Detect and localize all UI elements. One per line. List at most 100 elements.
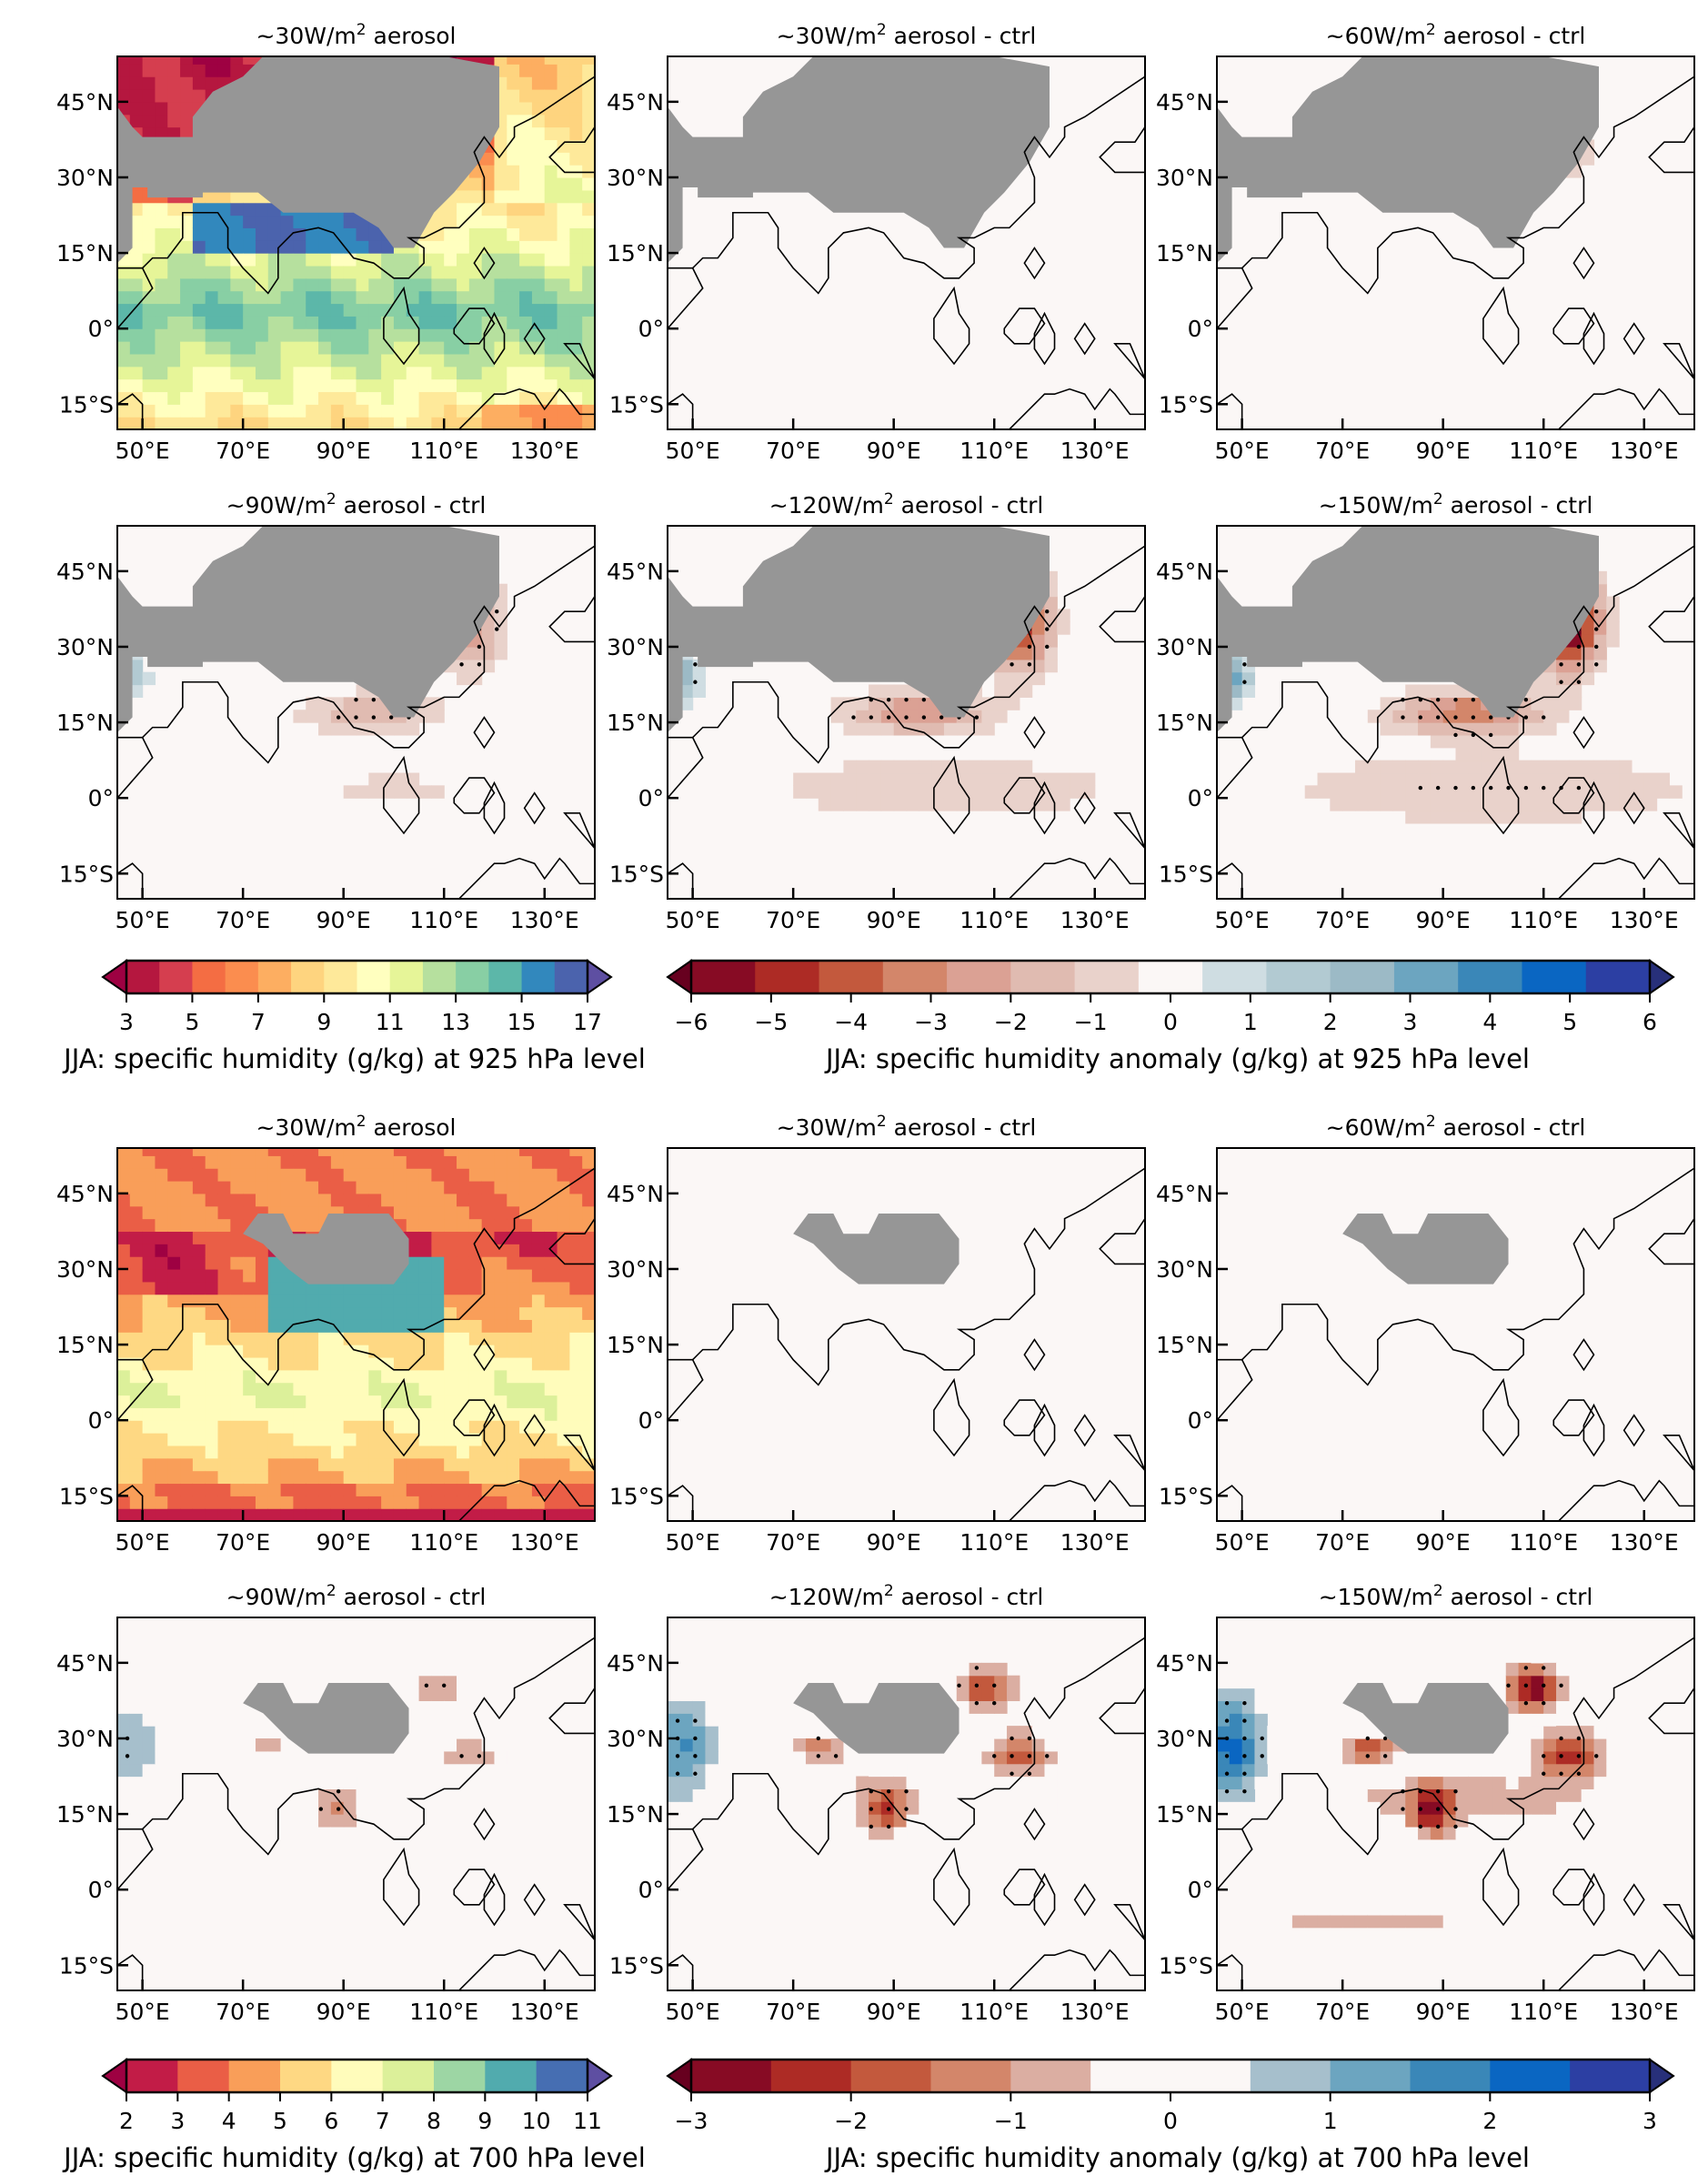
contour-cell (318, 1457, 332, 1472)
contour-cell (1531, 1738, 1544, 1752)
contour-cell (507, 316, 520, 329)
contour-cell (1007, 659, 1020, 673)
contour-cell (306, 353, 319, 368)
contour-cell (582, 227, 595, 241)
contour-cell (531, 165, 546, 178)
contour-cell (557, 341, 570, 355)
contour-cell (243, 378, 256, 393)
contour-cell (243, 1332, 256, 1345)
contour-cell (192, 1356, 206, 1371)
contour-cell (243, 1445, 256, 1459)
contour-cell (142, 1420, 156, 1434)
contour-cell (507, 277, 520, 292)
significance-dot (125, 1754, 130, 1758)
contour-cell (444, 1356, 457, 1371)
contour-cell (418, 353, 432, 368)
contour-cell (1354, 1763, 1369, 1778)
contour-cell (217, 1281, 231, 1295)
contour-cell (330, 290, 345, 305)
contour-cell (457, 1319, 470, 1333)
contour-cell (406, 1687, 420, 1702)
contour-cell (431, 1306, 445, 1320)
contour-cell (293, 1218, 306, 1233)
colorbar-swatch (1010, 2060, 1091, 2092)
contour-cell (293, 1155, 306, 1169)
coastline (1558, 388, 1694, 429)
contour-cell (267, 1750, 282, 1765)
contour-cell (142, 1433, 156, 1446)
contour-cell (280, 1306, 295, 1320)
contour-cell (582, 277, 595, 292)
contour-cell (155, 290, 168, 305)
contour-cell (843, 710, 857, 723)
contour-cell (582, 1420, 595, 1434)
contour-cell (1392, 1902, 1406, 1916)
contour-cell (481, 659, 496, 673)
contour-cell (1581, 659, 1595, 673)
contour-cell (507, 1281, 520, 1295)
colorbar-swatch (357, 961, 391, 993)
coastline (692, 1637, 1145, 1856)
colorbar-swatch (159, 961, 193, 993)
contour-cell (582, 1332, 595, 1345)
contour-cell (544, 265, 558, 279)
significance-dot (693, 1771, 698, 1776)
contour-cell (444, 215, 457, 228)
contour-cell (356, 417, 369, 429)
contour-cell (243, 1369, 256, 1384)
contour-cell (167, 227, 181, 241)
contour-cell (544, 290, 558, 305)
contour-cell (444, 1218, 457, 1233)
y-tick-label: 30°N (1156, 1726, 1213, 1752)
contour-cell (544, 89, 558, 103)
contour-cell (468, 1726, 483, 1739)
contour-cell (406, 1496, 420, 1509)
contour-cell (205, 366, 219, 380)
contour-cell (293, 1306, 306, 1320)
contour-cell (494, 1395, 507, 1408)
contour-cell (393, 341, 407, 355)
contour-cell (418, 240, 432, 254)
contour-cell (569, 1457, 583, 1472)
contour-cell (1380, 1763, 1394, 1778)
contour-cell (843, 1902, 857, 1916)
significance-dot (1224, 1700, 1230, 1706)
significance-dot (1435, 1824, 1441, 1829)
contour-cell (381, 1445, 395, 1459)
contour-cell (280, 1332, 295, 1345)
contour-cell (1418, 1927, 1432, 1941)
contour-cell (1031, 671, 1046, 686)
contour-cell (1430, 734, 1444, 749)
contour-cell (494, 1281, 507, 1295)
contour-cell (705, 1763, 718, 1778)
contour-cell (418, 1470, 432, 1485)
contour-cell (1367, 1750, 1381, 1765)
significance-dot (1488, 732, 1493, 738)
contour-cell (507, 1231, 520, 1244)
contour-cell (205, 215, 219, 228)
contour-cell (1342, 785, 1356, 799)
contour-cell (180, 391, 194, 405)
coastline (563, 1904, 595, 1941)
contour-cell (406, 1445, 420, 1459)
significance-dot (336, 715, 341, 720)
contour-cell (818, 1738, 832, 1752)
coastline (933, 1847, 970, 1927)
land-mask (1217, 187, 1232, 264)
contour-cell (393, 1369, 407, 1384)
contour-cell (255, 1244, 269, 1257)
contour-cell (919, 760, 932, 774)
colorbar-tick-label: −5 (754, 1009, 788, 1035)
contour-cell (167, 1395, 181, 1408)
contour-cell (167, 303, 181, 317)
contour-cell (880, 1814, 895, 1828)
contour-cell (255, 1148, 269, 1156)
contour-cell (180, 1332, 194, 1345)
colorbar-swatch (1585, 961, 1651, 993)
contour-cell (306, 1356, 319, 1371)
contour-cell (519, 1332, 533, 1345)
contour-cell (906, 1788, 919, 1802)
contour-cell (1593, 1801, 1607, 1815)
contour-cell (1405, 811, 1419, 824)
significance-dot (495, 609, 499, 614)
